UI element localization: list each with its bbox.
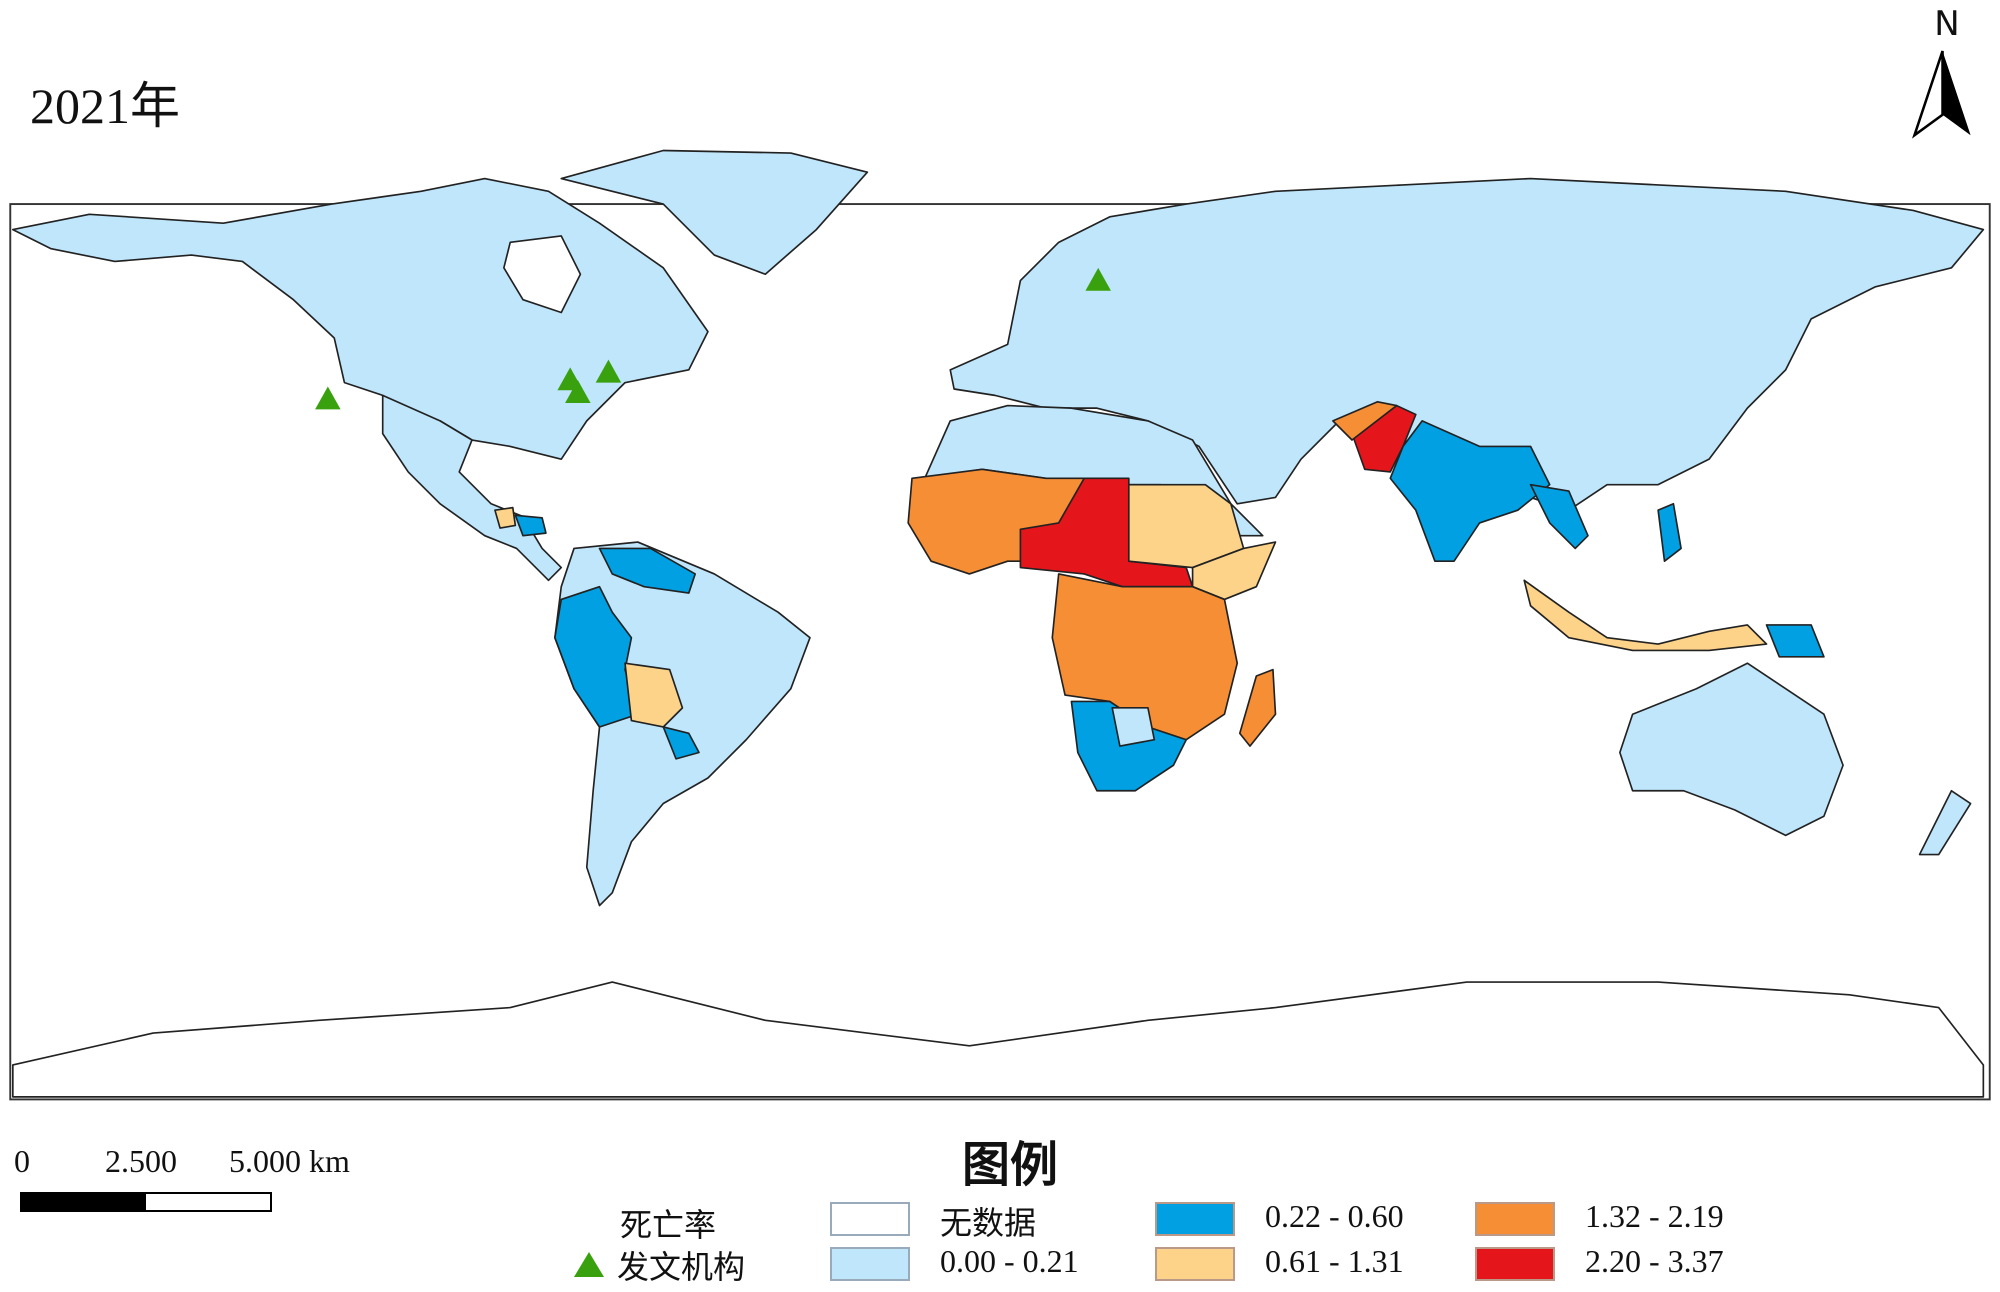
legend-label: 0.00 - 0.21 [940, 1243, 1079, 1279]
region-madagascar [1238, 668, 1277, 747]
region-botswana [1111, 707, 1156, 747]
north-arrow-outline-icon [1912, 50, 1944, 139]
legend-marker-label: 发文机构 [617, 1249, 746, 1285]
legend-swatch [830, 1202, 910, 1236]
institution-marker [595, 359, 622, 383]
legend-swatch [1155, 1247, 1235, 1281]
region-india [1389, 420, 1551, 563]
north-label: N [1934, 4, 1960, 44]
region-philippines [1657, 502, 1682, 563]
region-bolivia [624, 662, 684, 728]
map-title: 2021年 [30, 78, 180, 134]
region-hudson-bay [503, 235, 582, 314]
region-new-zealand [1918, 789, 1972, 856]
region-png [1765, 624, 1825, 658]
region-indonesia [1523, 579, 1768, 652]
legend-swatch [1155, 1202, 1235, 1236]
institution-marker [315, 386, 341, 410]
region-venezuela [598, 547, 697, 594]
legend-variable-label: 死亡率 [620, 1207, 717, 1243]
legend-swatch [830, 1247, 910, 1281]
legend-title: 图例 [962, 1139, 1059, 1192]
triangle-marker-icon [574, 1252, 604, 1277]
region-honduras [514, 514, 547, 537]
scale-label-0: 0 [14, 1143, 30, 1179]
legend-label: 0.22 - 0.60 [1265, 1198, 1404, 1234]
legend-swatch [1475, 1202, 1555, 1236]
region-southeast-asia [1529, 483, 1589, 550]
institution-marker [565, 380, 591, 404]
region-australia [1619, 662, 1844, 837]
scale-bar [20, 1192, 272, 1212]
legend-swatch [1475, 1247, 1555, 1281]
region-afghanistan [1332, 400, 1398, 441]
region-central-africa [1051, 573, 1239, 741]
scale-label-2: 5.000 km [229, 1143, 350, 1179]
institution-marker [1085, 267, 1111, 291]
region-mexico [381, 394, 563, 582]
legend-label: 0.61 - 1.31 [1265, 1243, 1404, 1279]
region-antarctica [11, 981, 1985, 1098]
scale-label-1: 2.500 [105, 1143, 177, 1179]
region-greenland [560, 149, 869, 276]
north-arrow-icon [1942, 51, 1971, 136]
region-guatemala [494, 506, 517, 529]
legend-label: 无数据 [940, 1205, 1037, 1241]
legend-label: 2.20 - 3.37 [1585, 1243, 1724, 1279]
region-paraguay [662, 726, 700, 760]
north-arrow: N [1912, 4, 1982, 44]
legend-label: 1.32 - 2.19 [1585, 1198, 1724, 1234]
region-eurasia [949, 177, 1985, 511]
